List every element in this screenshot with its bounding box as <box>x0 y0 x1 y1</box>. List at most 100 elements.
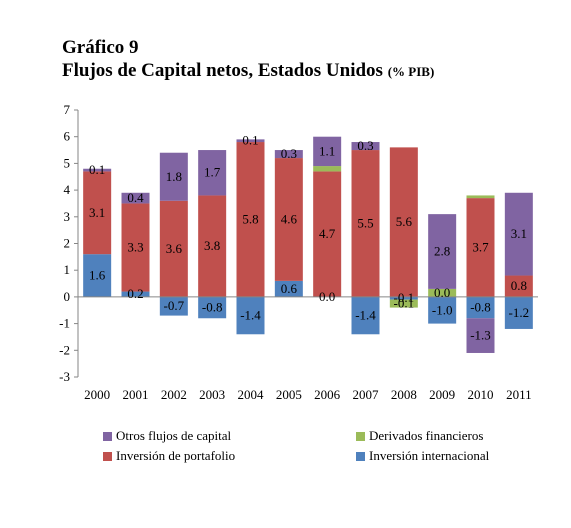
legend-label: Inversión internacional <box>369 448 490 463</box>
bar-segment <box>313 136 342 167</box>
y-tick-label: 6 <box>64 129 71 144</box>
data-label: -1.4 <box>355 308 376 323</box>
legend-label: Otros flujos de capital <box>116 428 232 443</box>
data-label: 0.4 <box>127 190 144 205</box>
data-label: 0.8 <box>511 278 527 293</box>
x-category-label: 2008 <box>391 387 417 402</box>
bar-segment <box>428 288 457 297</box>
bar-segment <box>389 147 418 297</box>
data-label: 3.7 <box>472 240 489 255</box>
bar-segment <box>504 275 533 297</box>
data-label: 3.3 <box>127 240 143 255</box>
data-label: -0.1 <box>394 290 415 305</box>
data-label: 1.1 <box>319 143 335 158</box>
legend-item: Inversión internacional <box>356 448 489 464</box>
data-label: 5.5 <box>357 215 373 230</box>
data-label: -0.1 <box>394 296 415 311</box>
bar-segment <box>198 195 227 297</box>
y-tick-label: -3 <box>59 369 70 384</box>
bar-segment <box>389 296 418 300</box>
bar-segment <box>159 296 188 316</box>
data-label: 2.8 <box>434 244 450 259</box>
y-tick-label: 5 <box>64 155 71 170</box>
data-label: 4.7 <box>319 226 336 241</box>
bar-segment <box>428 296 457 324</box>
data-label: 3.1 <box>511 226 527 241</box>
chart-title: Flujos de Capital netos, Estados Unidos … <box>62 59 434 83</box>
bar-segment <box>313 166 342 172</box>
bar-segment <box>159 200 188 297</box>
bar-segment <box>83 254 112 297</box>
data-label: -1.0 <box>432 302 453 317</box>
x-category-label: 2011 <box>506 387 532 402</box>
data-label: 3.8 <box>204 238 220 253</box>
data-label: -1.3 <box>470 328 491 343</box>
data-label: 0.0 <box>434 285 450 300</box>
bar-segment <box>466 195 495 199</box>
bar-segment <box>351 142 380 151</box>
data-label: 0.3 <box>281 146 297 161</box>
data-label: 0.1 <box>89 162 105 177</box>
bar-segment <box>121 192 150 204</box>
y-tick-label: 1 <box>64 262 71 277</box>
data-label: -0.8 <box>470 300 491 315</box>
x-category-label: 2003 <box>199 387 225 402</box>
bar-segment <box>83 168 112 172</box>
x-category-label: 2000 <box>84 387 110 402</box>
x-category-label: 2005 <box>276 387 302 402</box>
data-label: 0.1 <box>242 133 258 148</box>
x-category-label: 2007 <box>353 387 380 402</box>
data-label: 0.2 <box>127 286 143 301</box>
chart-title-text: Flujos de Capital netos, Estados Unidos <box>62 60 383 81</box>
y-tick-label: 2 <box>64 236 71 251</box>
legend-swatch <box>356 431 365 441</box>
x-category-label: 2001 <box>123 387 149 402</box>
bar-segment <box>159 152 188 201</box>
legend-label: Derivados financieros <box>369 428 484 443</box>
legend-label: Inversión de portafolio <box>116 448 236 463</box>
bar-segment <box>83 171 112 255</box>
data-label: 0.3 <box>357 138 373 153</box>
bar-segment <box>236 296 265 335</box>
x-category-label: 2009 <box>429 387 455 402</box>
y-tick-label: -2 <box>59 342 70 357</box>
legend-swatch <box>103 451 112 461</box>
bar-segment <box>504 296 533 329</box>
bar-segment <box>236 142 265 297</box>
data-label: 3.6 <box>166 241 183 256</box>
bar-segment <box>466 198 495 297</box>
y-tick-label: 3 <box>64 209 71 224</box>
bar-segment <box>351 150 380 297</box>
data-label: 3.1 <box>89 205 105 220</box>
chart-title-unit: (% PIB) <box>387 64 435 79</box>
legend-item: Inversión de portafolio <box>103 448 235 464</box>
bar-segment <box>274 158 303 281</box>
data-label: 0.6 <box>281 281 298 296</box>
bar-segment <box>313 171 342 297</box>
bar-segment <box>121 291 150 297</box>
bar-segment <box>198 296 227 319</box>
y-tick-label: -1 <box>59 316 70 331</box>
bar-segment <box>351 296 380 335</box>
legend-swatch <box>103 431 112 441</box>
legend-item: Derivados financieros <box>356 428 483 444</box>
data-label: 1.6 <box>89 268 106 283</box>
chart-title-block: Gráfico 9 Flujos de Capital netos, Estad… <box>62 36 434 83</box>
bar-segment <box>504 192 533 276</box>
y-tick-label: 0 <box>64 289 71 304</box>
bar-segment <box>466 318 495 353</box>
data-label: -0.7 <box>164 298 185 313</box>
bar-segment <box>428 214 457 289</box>
data-label: -0.8 <box>202 300 223 315</box>
data-label: -1.2 <box>509 305 530 320</box>
bar-segment <box>389 299 418 308</box>
y-tick-label: 7 <box>64 102 71 117</box>
data-label: 4.6 <box>281 211 298 226</box>
data-label: 1.7 <box>204 165 221 180</box>
bar-segment <box>121 203 150 292</box>
x-category-label: 2006 <box>314 387 341 402</box>
bar-segment <box>236 139 265 143</box>
bar-segment <box>274 280 303 297</box>
legend-swatch <box>356 451 365 461</box>
